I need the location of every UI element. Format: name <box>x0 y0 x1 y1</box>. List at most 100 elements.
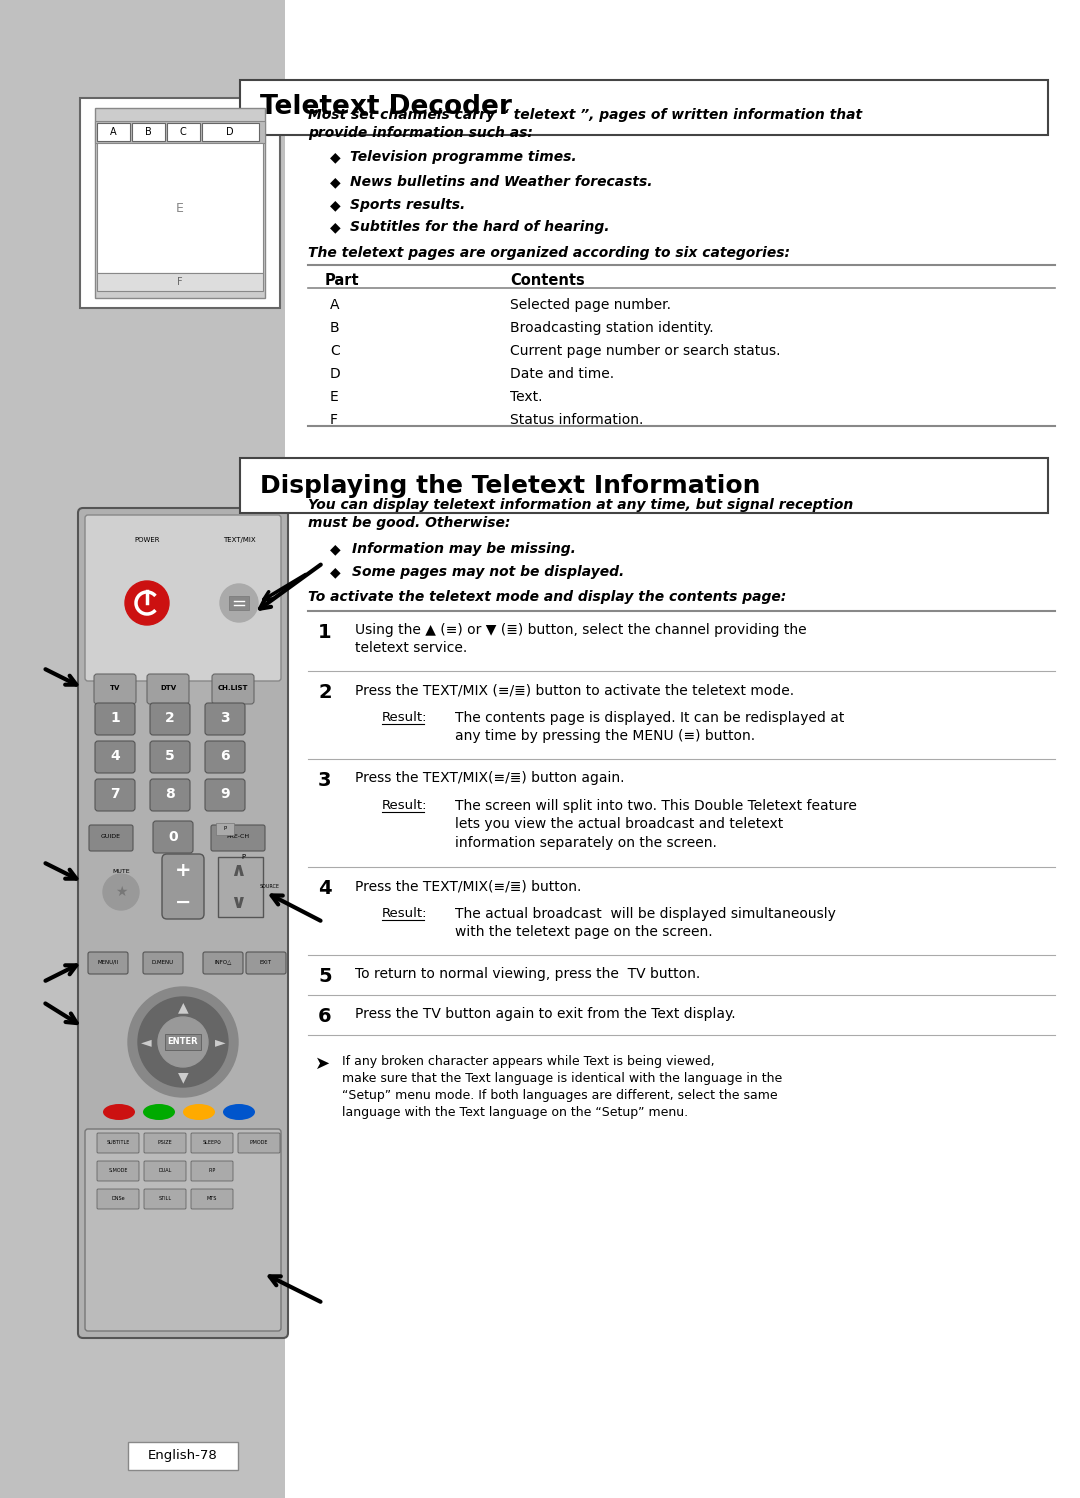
Text: Date and time.: Date and time. <box>510 367 615 380</box>
Text: GUIDE: GUIDE <box>102 834 121 839</box>
Text: INFO△: INFO△ <box>214 960 232 965</box>
Text: P: P <box>224 827 227 831</box>
Text: Press the TEXT/MIX(≡/≣) button.: Press the TEXT/MIX(≡/≣) button. <box>355 879 581 893</box>
Text: ➤: ➤ <box>315 1055 330 1073</box>
Text: D.MENU: D.MENU <box>152 960 174 965</box>
Text: 5: 5 <box>165 749 175 762</box>
Text: News bulletins and Weather forecasts.: News bulletins and Weather forecasts. <box>350 175 652 189</box>
Text: MUTE: MUTE <box>112 869 130 873</box>
FancyBboxPatch shape <box>94 674 136 704</box>
Text: SUBTITLE: SUBTITLE <box>106 1140 130 1144</box>
Text: 3: 3 <box>318 771 332 789</box>
Text: Press the TV button again to exit from the Text display.: Press the TV button again to exit from t… <box>355 1007 735 1022</box>
Text: D: D <box>330 367 341 380</box>
FancyBboxPatch shape <box>205 742 245 773</box>
Text: E: E <box>176 202 184 214</box>
Text: 4: 4 <box>110 749 120 762</box>
Text: Text.: Text. <box>510 389 542 404</box>
Bar <box>132 123 165 141</box>
Text: SLEEP⊙: SLEEP⊙ <box>202 1140 221 1144</box>
Text: 5: 5 <box>318 968 332 986</box>
FancyBboxPatch shape <box>150 779 190 810</box>
Text: Most set channels carry “ teletext ”, pages of written information that
provide : Most set channels carry “ teletext ”, pa… <box>308 108 862 141</box>
Text: Teletext Decoder: Teletext Decoder <box>260 94 512 120</box>
Text: ◆: ◆ <box>330 565 340 580</box>
Bar <box>97 123 130 141</box>
Ellipse shape <box>103 1104 135 1121</box>
Text: 0: 0 <box>168 830 178 843</box>
Text: 9: 9 <box>220 786 230 801</box>
FancyBboxPatch shape <box>85 515 281 682</box>
Text: ◆: ◆ <box>330 198 340 213</box>
Text: F: F <box>330 413 338 427</box>
FancyBboxPatch shape <box>211 825 265 851</box>
Text: ◆: ◆ <box>330 175 340 189</box>
Text: DNSe: DNSe <box>111 1195 125 1200</box>
Text: 4: 4 <box>318 879 332 897</box>
Text: 2: 2 <box>318 683 332 703</box>
Text: STILL: STILL <box>159 1195 172 1200</box>
Ellipse shape <box>183 1104 215 1121</box>
Bar <box>97 273 264 291</box>
Text: +: + <box>175 860 191 879</box>
Text: Subtitles for the hard of hearing.: Subtitles for the hard of hearing. <box>350 220 609 234</box>
Text: A: A <box>330 298 339 312</box>
FancyBboxPatch shape <box>205 779 245 810</box>
Text: S.MODE: S.MODE <box>108 1167 127 1173</box>
Text: English-78: English-78 <box>148 1450 218 1462</box>
Text: SOURCE: SOURCE <box>260 884 280 890</box>
Ellipse shape <box>143 1104 175 1121</box>
Text: Displaying the Teletext Information: Displaying the Teletext Information <box>260 473 760 497</box>
Text: E: E <box>330 389 339 404</box>
Text: Result:: Result: <box>382 798 428 812</box>
Text: ◆: ◆ <box>330 542 340 556</box>
FancyBboxPatch shape <box>191 1161 233 1180</box>
Text: PIP: PIP <box>208 1167 216 1173</box>
Text: MTS: MTS <box>206 1195 217 1200</box>
Text: ◆: ◆ <box>330 150 340 163</box>
Text: The contents page is displayed. It can be redisplayed at
any time by pressing th: The contents page is displayed. It can b… <box>455 712 845 743</box>
FancyBboxPatch shape <box>95 779 135 810</box>
Text: EXIT: EXIT <box>260 960 272 965</box>
FancyBboxPatch shape <box>143 953 183 974</box>
Text: 6: 6 <box>318 1007 332 1026</box>
FancyBboxPatch shape <box>95 742 135 773</box>
Text: ▲: ▲ <box>178 1001 188 1014</box>
Text: 2: 2 <box>165 712 175 725</box>
Text: F: F <box>177 277 183 288</box>
Text: Result:: Result: <box>382 712 428 724</box>
FancyBboxPatch shape <box>147 674 189 704</box>
Circle shape <box>103 873 139 909</box>
Text: CH.LIST: CH.LIST <box>218 685 248 691</box>
Text: Result:: Result: <box>382 906 428 920</box>
Bar <box>240 458 1048 512</box>
FancyBboxPatch shape <box>144 1132 186 1153</box>
FancyBboxPatch shape <box>150 703 190 736</box>
Text: TEXT/MIX: TEXT/MIX <box>222 536 255 542</box>
Text: The actual broadcast  will be displayed simultaneously
with the teletext page on: The actual broadcast will be displayed s… <box>455 906 836 939</box>
FancyBboxPatch shape <box>97 1161 139 1180</box>
Text: Press the TEXT/MIX(≡/≣) button again.: Press the TEXT/MIX(≡/≣) button again. <box>355 771 624 785</box>
Text: P: P <box>241 854 245 860</box>
Text: Sports results.: Sports results. <box>350 198 465 213</box>
Text: ►: ► <box>215 1035 226 1049</box>
Text: 8: 8 <box>165 786 175 801</box>
Text: TV: TV <box>110 685 120 691</box>
Bar <box>167 123 200 141</box>
Circle shape <box>158 1017 208 1067</box>
Text: Status information.: Status information. <box>510 413 644 427</box>
FancyBboxPatch shape <box>144 1189 186 1209</box>
Text: P.SIZE: P.SIZE <box>158 1140 173 1144</box>
Circle shape <box>125 581 168 625</box>
Text: 6: 6 <box>220 749 230 762</box>
Bar <box>165 1034 201 1050</box>
Text: Contents: Contents <box>510 273 584 288</box>
Bar <box>95 108 265 298</box>
FancyBboxPatch shape <box>85 1129 281 1332</box>
Text: A: A <box>110 127 117 136</box>
Text: MENU/II: MENU/II <box>97 960 119 965</box>
Text: 1: 1 <box>110 712 120 725</box>
Text: DUAL: DUAL <box>159 1167 172 1173</box>
Text: Current page number or search status.: Current page number or search status. <box>510 345 781 358</box>
FancyBboxPatch shape <box>97 1189 139 1209</box>
